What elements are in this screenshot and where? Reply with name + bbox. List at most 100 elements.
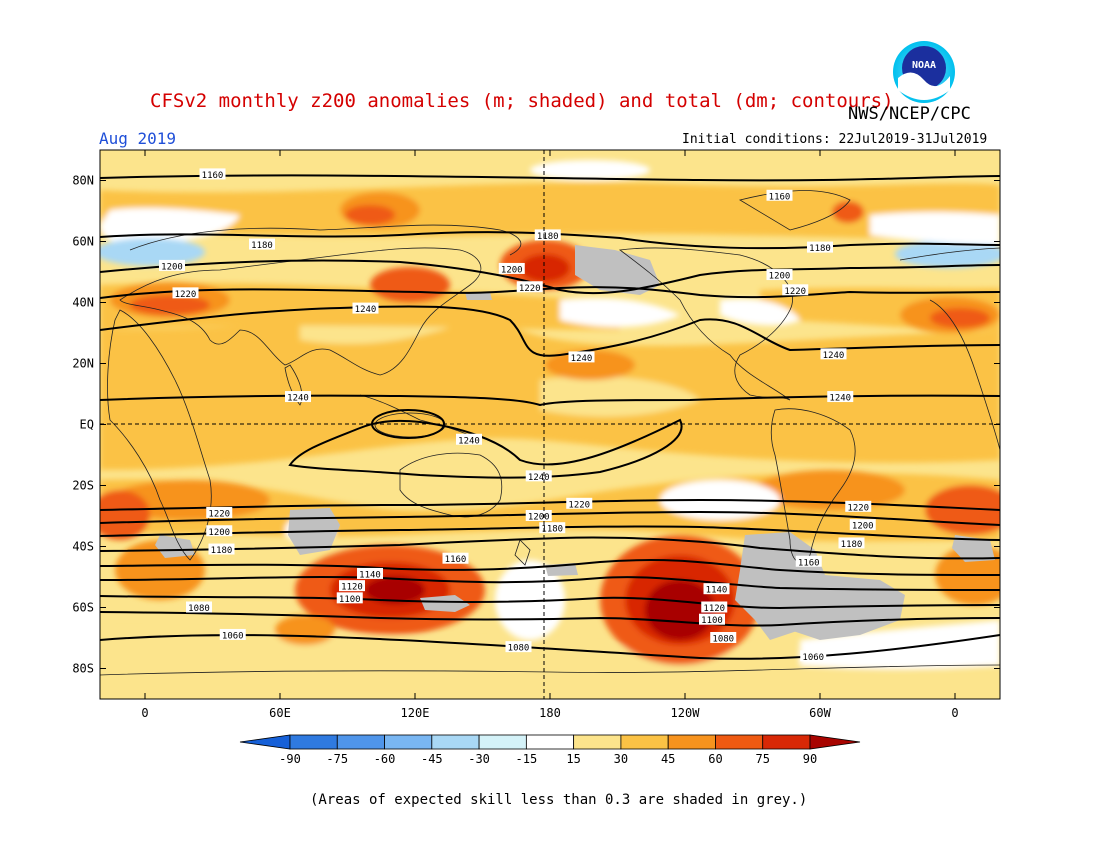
contour-label: 1180 bbox=[249, 238, 275, 251]
svg-text:1220: 1220 bbox=[784, 287, 806, 297]
contour-label: 1220 bbox=[172, 287, 199, 300]
colorbar-swatch bbox=[667, 734, 716, 750]
svg-text:1060: 1060 bbox=[222, 631, 244, 641]
colorbar-swatch bbox=[289, 734, 338, 750]
svg-text:1240: 1240 bbox=[829, 394, 851, 404]
contour-label: 1180 bbox=[208, 543, 235, 556]
colorbar-label: -30 bbox=[468, 752, 490, 766]
contour-label: 1060 bbox=[800, 650, 827, 663]
contour-label: 1160 bbox=[766, 189, 793, 202]
contour-label: 1080 bbox=[505, 641, 532, 654]
svg-text:1220: 1220 bbox=[847, 503, 869, 513]
svg-text:1220: 1220 bbox=[175, 290, 197, 300]
contour-label: 1240 bbox=[352, 302, 379, 315]
colorbar-swatch bbox=[431, 734, 480, 750]
contour-label: 1100 bbox=[699, 613, 725, 626]
lon-tick-label: 0 bbox=[951, 706, 958, 720]
contour-label: 1240 bbox=[525, 470, 552, 483]
svg-text:1200: 1200 bbox=[208, 528, 230, 538]
latitude-axis: 80N 60N 40N 20N EQ 20S 40S 60S 80S bbox=[72, 174, 1000, 676]
colorbar-label: 15 bbox=[566, 752, 580, 766]
colorbar-label: 45 bbox=[661, 752, 675, 766]
svg-text:1080: 1080 bbox=[188, 604, 210, 614]
colorbar-swatch bbox=[525, 734, 575, 750]
contour-label: 1140 bbox=[357, 567, 383, 580]
svg-text:1100: 1100 bbox=[701, 616, 723, 626]
svg-text:1200: 1200 bbox=[528, 513, 550, 523]
colorbar-label: -15 bbox=[516, 752, 538, 766]
contour-label: 1140 bbox=[703, 583, 730, 596]
svg-text:1220: 1220 bbox=[208, 509, 230, 519]
contour-label: 1240 bbox=[285, 391, 311, 404]
colorbar-swatch bbox=[384, 734, 433, 750]
contour-label: 1180 bbox=[539, 522, 566, 535]
colorbar-label: -75 bbox=[326, 752, 348, 766]
svg-text:1180: 1180 bbox=[251, 241, 273, 251]
colorbar-label: 75 bbox=[756, 752, 770, 766]
contour-label: 1160 bbox=[442, 552, 469, 565]
svg-text:1200: 1200 bbox=[501, 265, 523, 275]
contour-label: 1200 bbox=[206, 525, 233, 538]
chart-title: CFSv2 monthly z200 anomalies (m; shaded)… bbox=[150, 90, 894, 112]
contour-label: 1120 bbox=[701, 601, 728, 614]
svg-text:1140: 1140 bbox=[706, 586, 728, 596]
colorbar: -90 -75 -60 -45 -30 -15 15 30 45 60 75 90 bbox=[239, 734, 861, 766]
noaa-logo: NOAA bbox=[893, 41, 955, 103]
svg-text:1060: 1060 bbox=[802, 653, 824, 663]
lon-tick-label: 120W bbox=[671, 706, 701, 720]
svg-text:1180: 1180 bbox=[211, 546, 233, 556]
svg-text:1240: 1240 bbox=[528, 473, 550, 483]
contour-label: 1240 bbox=[827, 391, 854, 404]
contour-label: 1220 bbox=[566, 497, 593, 510]
contour-label: 1160 bbox=[199, 168, 226, 181]
coastlines bbox=[100, 190, 1000, 676]
valid-month-label: Aug 2019 bbox=[99, 129, 177, 148]
lon-tick-label: 60E bbox=[269, 706, 291, 720]
contour-label: 1200 bbox=[766, 269, 793, 282]
colorbar-label: -45 bbox=[421, 752, 443, 766]
contour-label: 1240 bbox=[820, 348, 847, 361]
longitude-axis: 0 60E 120E 180 120W 60W 0 bbox=[141, 150, 959, 720]
reference-lines bbox=[100, 150, 1000, 699]
colorbar-swatch bbox=[478, 734, 527, 750]
colorbar-swatch bbox=[620, 734, 669, 750]
contour-label: 1180 bbox=[838, 537, 865, 550]
contour-label: 1080 bbox=[710, 632, 737, 645]
colorbar-label: -60 bbox=[374, 752, 396, 766]
svg-text:1160: 1160 bbox=[769, 192, 791, 202]
lat-tick-label: 20N bbox=[72, 357, 94, 371]
svg-text:1160: 1160 bbox=[798, 558, 820, 568]
contour-label: 1100 bbox=[336, 592, 363, 605]
colorbar-label: -90 bbox=[279, 752, 301, 766]
lon-tick-label: 0 bbox=[141, 706, 148, 720]
svg-text:1180: 1180 bbox=[541, 525, 563, 535]
svg-text:1180: 1180 bbox=[841, 540, 863, 550]
agency-label: NWS/NCEP/CPC bbox=[848, 104, 971, 124]
colorbar-swatch bbox=[336, 734, 385, 750]
svg-text:1220: 1220 bbox=[568, 500, 590, 510]
svg-text:1140: 1140 bbox=[359, 570, 381, 580]
contour-label: 1180 bbox=[807, 241, 833, 254]
svg-text:1180: 1180 bbox=[809, 244, 831, 254]
svg-text:1240: 1240 bbox=[287, 394, 309, 404]
contour-label: 1240 bbox=[456, 433, 482, 446]
contour-labels: 1160 1160 1180 1180 1180 1200 1200 1200 1220 1220… bbox=[159, 168, 876, 663]
contour-label: 1160 bbox=[795, 555, 822, 568]
svg-text:1100: 1100 bbox=[339, 595, 361, 605]
svg-text:1200: 1200 bbox=[161, 262, 183, 272]
svg-text:1120: 1120 bbox=[341, 583, 363, 593]
svg-text:1240: 1240 bbox=[355, 305, 377, 315]
lon-tick-label: 180 bbox=[539, 706, 561, 720]
svg-text:1180: 1180 bbox=[537, 232, 559, 242]
colorbar-label: 90 bbox=[803, 752, 817, 766]
svg-text:1240: 1240 bbox=[458, 436, 480, 446]
lat-tick-label: 60S bbox=[72, 601, 94, 615]
lon-tick-label: 120E bbox=[401, 706, 430, 720]
colorbar-extend-low bbox=[239, 734, 291, 750]
lon-tick-label: 60W bbox=[809, 706, 831, 720]
contour-label: 1200 bbox=[159, 259, 185, 272]
svg-text:1080: 1080 bbox=[712, 635, 734, 645]
contour-label: 1180 bbox=[534, 229, 561, 242]
contour-label: 1120 bbox=[339, 580, 365, 593]
contour-label: 1220 bbox=[206, 506, 233, 519]
